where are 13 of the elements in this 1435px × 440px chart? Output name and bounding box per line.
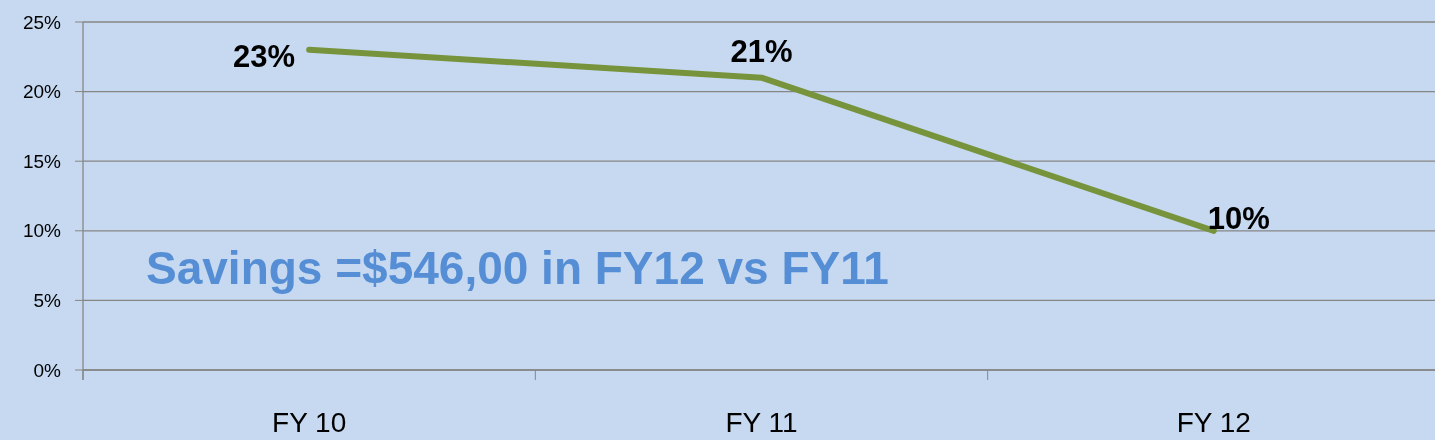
y-tick-label: 10% xyxy=(22,220,62,242)
x-tick-label: FY 11 xyxy=(725,407,798,438)
y-tick-label: 20% xyxy=(22,81,62,103)
data-label: 23% xyxy=(233,38,296,74)
data-label: 21% xyxy=(730,33,793,69)
y-tick-label: 5% xyxy=(33,290,62,312)
annotation: Savings =$546,00 in FY12 vs FY11 xyxy=(146,242,889,294)
y-tick-label: 0% xyxy=(33,359,62,381)
y-tick-label: 15% xyxy=(22,150,62,172)
data-label: 10% xyxy=(1207,200,1270,236)
y-tick-label: 25% xyxy=(22,11,62,33)
x-tick-label: FY 10 xyxy=(272,407,347,438)
x-tick-label: FY 12 xyxy=(1176,407,1251,438)
